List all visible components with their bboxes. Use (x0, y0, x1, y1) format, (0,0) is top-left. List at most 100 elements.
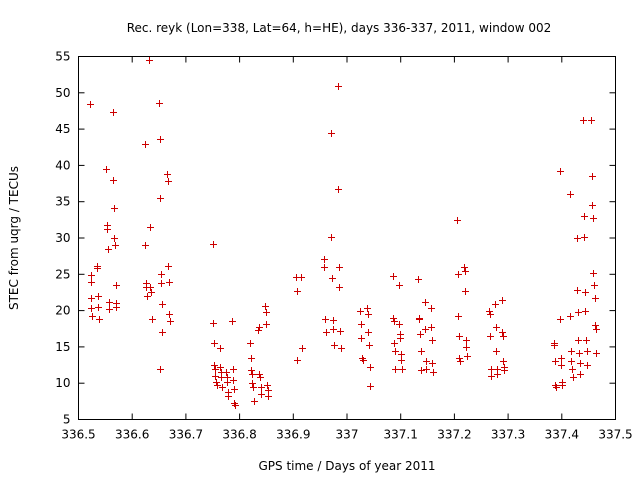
data-point (567, 191, 574, 198)
data-point (111, 235, 118, 242)
data-point (358, 321, 365, 328)
data-point (552, 358, 559, 365)
data-point (493, 324, 500, 331)
data-point (396, 282, 403, 289)
data-point (230, 377, 237, 384)
data-point (559, 382, 566, 389)
data-point (487, 311, 494, 318)
data-point (105, 246, 112, 253)
data-point (575, 309, 582, 316)
data-point (499, 297, 506, 304)
data-point (487, 333, 494, 340)
data-point (211, 340, 218, 347)
data-point (110, 177, 117, 184)
data-point (590, 270, 597, 277)
data-point (568, 348, 575, 355)
data-point (589, 173, 596, 180)
data-point (391, 340, 398, 347)
data-point (218, 374, 225, 381)
data-point (464, 353, 471, 360)
data-point (581, 213, 588, 220)
data-point (88, 305, 95, 312)
data-point (337, 328, 344, 335)
data-point (582, 308, 589, 315)
data-point (322, 316, 329, 323)
data-point (454, 217, 461, 224)
data-point (589, 202, 596, 209)
data-point (213, 379, 220, 386)
data-point (89, 313, 96, 320)
data-point (462, 288, 469, 295)
data-point (428, 324, 435, 331)
data-point (494, 371, 501, 378)
data-point (156, 100, 163, 107)
data-point (456, 355, 463, 362)
data-point (558, 362, 565, 369)
data-point (392, 366, 399, 373)
data-point (577, 371, 584, 378)
data-point (148, 289, 155, 296)
data-point (104, 226, 111, 233)
data-point (112, 242, 119, 249)
data-point (398, 351, 405, 358)
data-point (95, 293, 102, 300)
data-point (488, 373, 495, 380)
data-point (249, 371, 256, 378)
data-point (592, 322, 599, 329)
y-tick-label: 25 (55, 267, 70, 281)
data-point (365, 329, 372, 336)
y-tick-label: 5 (63, 413, 71, 427)
data-point (106, 306, 113, 313)
x-tick-label: 337.5 (598, 428, 632, 442)
data-point (219, 384, 226, 391)
data-point (591, 282, 598, 289)
data-point (265, 393, 272, 400)
data-point (583, 337, 590, 344)
data-point (210, 320, 217, 327)
x-tick-label: 336.6 (115, 428, 149, 442)
data-point (255, 327, 262, 334)
data-point (423, 366, 430, 373)
data-point (113, 304, 120, 311)
data-points (87, 57, 600, 409)
data-point (329, 275, 336, 282)
data-point (157, 366, 164, 373)
x-tick-label: 337.2 (437, 428, 471, 442)
data-point (106, 299, 113, 306)
data-point (360, 357, 367, 364)
data-point (142, 242, 149, 249)
x-tick-label: 336.7 (169, 428, 203, 442)
plot-frame (78, 56, 616, 420)
x-tick-label: 337 (336, 428, 359, 442)
data-point (391, 318, 398, 325)
data-point (88, 272, 95, 279)
data-point (415, 276, 422, 283)
data-point (358, 335, 365, 342)
data-point (258, 391, 265, 398)
y-tick-label: 55 (55, 50, 70, 64)
data-point (397, 335, 404, 342)
data-point (456, 333, 463, 340)
data-point (166, 311, 173, 318)
data-point (328, 234, 335, 241)
data-point (336, 284, 343, 291)
data-point (330, 317, 337, 324)
data-point (103, 166, 110, 173)
x-tick-label: 336.8 (222, 428, 256, 442)
data-point (159, 301, 166, 308)
data-point (323, 329, 330, 336)
data-point (455, 313, 462, 320)
y-tick-label: 10 (55, 376, 70, 390)
data-point (231, 386, 238, 393)
data-point (248, 355, 255, 362)
data-point (256, 324, 263, 331)
data-point (493, 348, 500, 355)
data-point (147, 224, 154, 231)
data-point (417, 331, 424, 338)
data-point (336, 264, 343, 271)
data-point (256, 371, 263, 378)
data-point (265, 387, 272, 394)
data-point (96, 316, 103, 323)
data-point (457, 358, 464, 365)
